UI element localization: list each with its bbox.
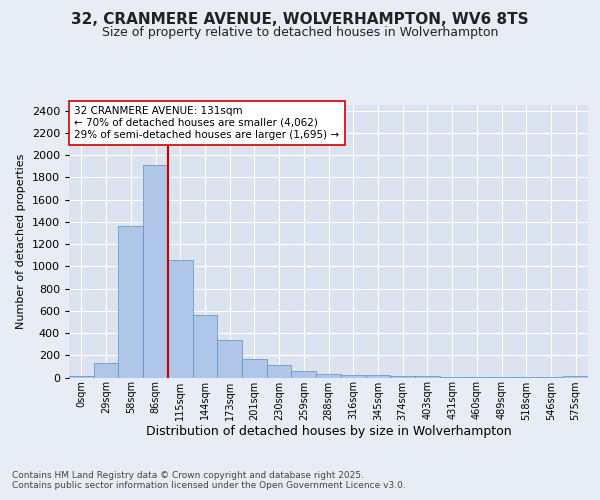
Text: 32 CRANMERE AVENUE: 131sqm
← 70% of detached houses are smaller (4,062)
29% of s: 32 CRANMERE AVENUE: 131sqm ← 70% of deta… — [74, 106, 340, 140]
Bar — [563, 376, 588, 378]
Bar — [94, 363, 118, 378]
Bar — [464, 377, 489, 378]
Bar — [316, 374, 341, 378]
Bar — [390, 376, 415, 378]
Text: 32, CRANMERE AVENUE, WOLVERHAMPTON, WV6 8TS: 32, CRANMERE AVENUE, WOLVERHAMPTON, WV6 … — [71, 12, 529, 28]
Bar — [118, 226, 143, 378]
Bar — [292, 371, 316, 378]
Bar — [217, 340, 242, 378]
Bar — [69, 376, 94, 378]
Text: Size of property relative to detached houses in Wolverhampton: Size of property relative to detached ho… — [102, 26, 498, 39]
Bar — [242, 359, 267, 378]
Bar — [143, 165, 168, 378]
Bar — [341, 374, 365, 378]
X-axis label: Distribution of detached houses by size in Wolverhampton: Distribution of detached houses by size … — [146, 426, 511, 438]
Y-axis label: Number of detached properties: Number of detached properties — [16, 154, 26, 329]
Bar — [440, 377, 464, 378]
Bar — [267, 366, 292, 378]
Bar — [168, 260, 193, 378]
Bar — [193, 315, 217, 378]
Bar — [415, 376, 440, 378]
Bar — [365, 375, 390, 378]
Text: Contains HM Land Registry data © Crown copyright and database right 2025.
Contai: Contains HM Land Registry data © Crown c… — [12, 470, 406, 490]
